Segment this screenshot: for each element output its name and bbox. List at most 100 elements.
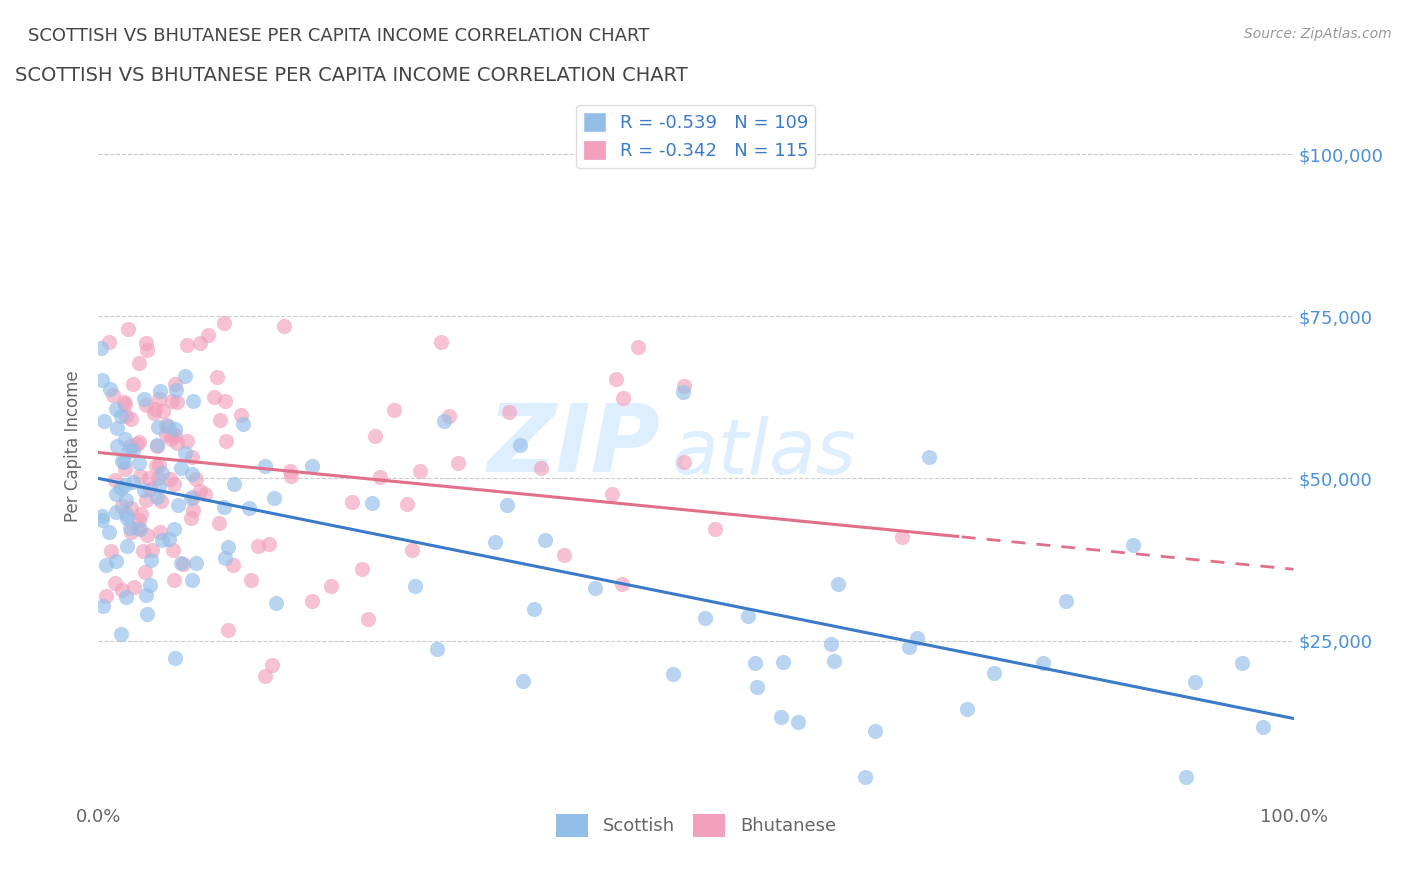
Point	[863, 723, 886, 738]
Point	[202, 390, 225, 404]
Point	[114, 409, 136, 424]
Point	[600, 487, 623, 501]
Point	[146, 490, 169, 504]
Point	[184, 556, 207, 570]
Point	[905, 631, 928, 645]
Point	[98, 382, 121, 396]
Point	[1054, 594, 1077, 608]
Point	[891, 530, 914, 544]
Point	[114, 397, 136, 411]
Point	[254, 459, 277, 474]
Point	[98, 334, 121, 349]
Point	[364, 429, 387, 443]
Legend: Scottish, Bhutanese: Scottish, Bhutanese	[548, 807, 844, 844]
Text: SCOTTISH VS BHUTANESE PER CAPITA INCOME CORRELATION CHART: SCOTTISH VS BHUTANESE PER CAPITA INCOME …	[15, 66, 688, 85]
Point	[238, 501, 260, 516]
Point	[184, 472, 207, 486]
Point	[159, 472, 181, 486]
Point	[217, 623, 239, 637]
Point	[118, 444, 141, 458]
Point	[498, 405, 520, 419]
Point	[1032, 656, 1054, 670]
Point	[772, 655, 794, 669]
Point	[361, 496, 384, 510]
Point	[1175, 770, 1198, 784]
Point	[132, 544, 155, 558]
Point	[90, 341, 112, 355]
Point	[181, 450, 204, 464]
Point	[149, 525, 172, 540]
Point	[148, 479, 170, 493]
Point	[128, 469, 150, 483]
Point	[350, 562, 373, 576]
Point	[96, 558, 118, 573]
Point	[139, 483, 162, 497]
Point	[529, 461, 551, 475]
Point	[134, 565, 156, 579]
Point	[197, 327, 219, 342]
Point	[135, 493, 157, 508]
Point	[166, 394, 188, 409]
Point	[120, 439, 142, 453]
Point	[533, 533, 555, 548]
Point	[135, 588, 157, 602]
Point	[120, 524, 142, 539]
Point	[786, 714, 808, 729]
Point	[695, 610, 717, 624]
Point	[165, 422, 187, 436]
Point	[135, 335, 157, 350]
Point	[146, 420, 169, 434]
Point	[827, 577, 849, 591]
Point	[704, 522, 727, 536]
Point	[232, 417, 254, 431]
Point	[105, 421, 128, 435]
Point	[437, 409, 460, 423]
Point	[115, 539, 138, 553]
Point	[120, 521, 142, 535]
Point	[152, 466, 174, 480]
Point	[180, 491, 202, 505]
Text: Source: ZipAtlas.com: Source: ZipAtlas.com	[1244, 27, 1392, 41]
Point	[898, 640, 921, 655]
Point	[610, 576, 633, 591]
Point	[214, 394, 236, 409]
Point	[127, 521, 149, 535]
Point	[166, 498, 188, 512]
Point	[114, 507, 136, 521]
Point	[605, 372, 627, 386]
Point	[162, 542, 184, 557]
Point	[156, 418, 179, 433]
Point	[138, 471, 160, 485]
Point	[121, 475, 143, 490]
Point	[169, 556, 191, 570]
Point	[395, 497, 418, 511]
Point	[146, 471, 169, 485]
Point	[159, 433, 181, 447]
Point	[122, 376, 145, 391]
Point	[114, 591, 136, 605]
Point	[180, 511, 202, 525]
Point	[128, 435, 150, 450]
Point	[111, 582, 134, 597]
Point	[583, 581, 606, 595]
Point	[207, 370, 229, 384]
Point	[98, 525, 121, 540]
Point	[181, 394, 204, 409]
Point	[120, 412, 142, 426]
Point	[278, 464, 301, 478]
Point	[128, 513, 150, 527]
Point	[165, 383, 187, 397]
Point	[136, 607, 159, 622]
Point	[523, 602, 546, 616]
Point	[180, 573, 202, 587]
Point	[382, 403, 405, 417]
Point	[93, 414, 115, 428]
Point	[111, 454, 134, 468]
Point	[163, 651, 186, 665]
Point	[401, 543, 423, 558]
Point	[1184, 675, 1206, 690]
Point	[163, 377, 186, 392]
Point	[495, 499, 517, 513]
Point	[114, 478, 136, 492]
Point	[96, 589, 118, 603]
